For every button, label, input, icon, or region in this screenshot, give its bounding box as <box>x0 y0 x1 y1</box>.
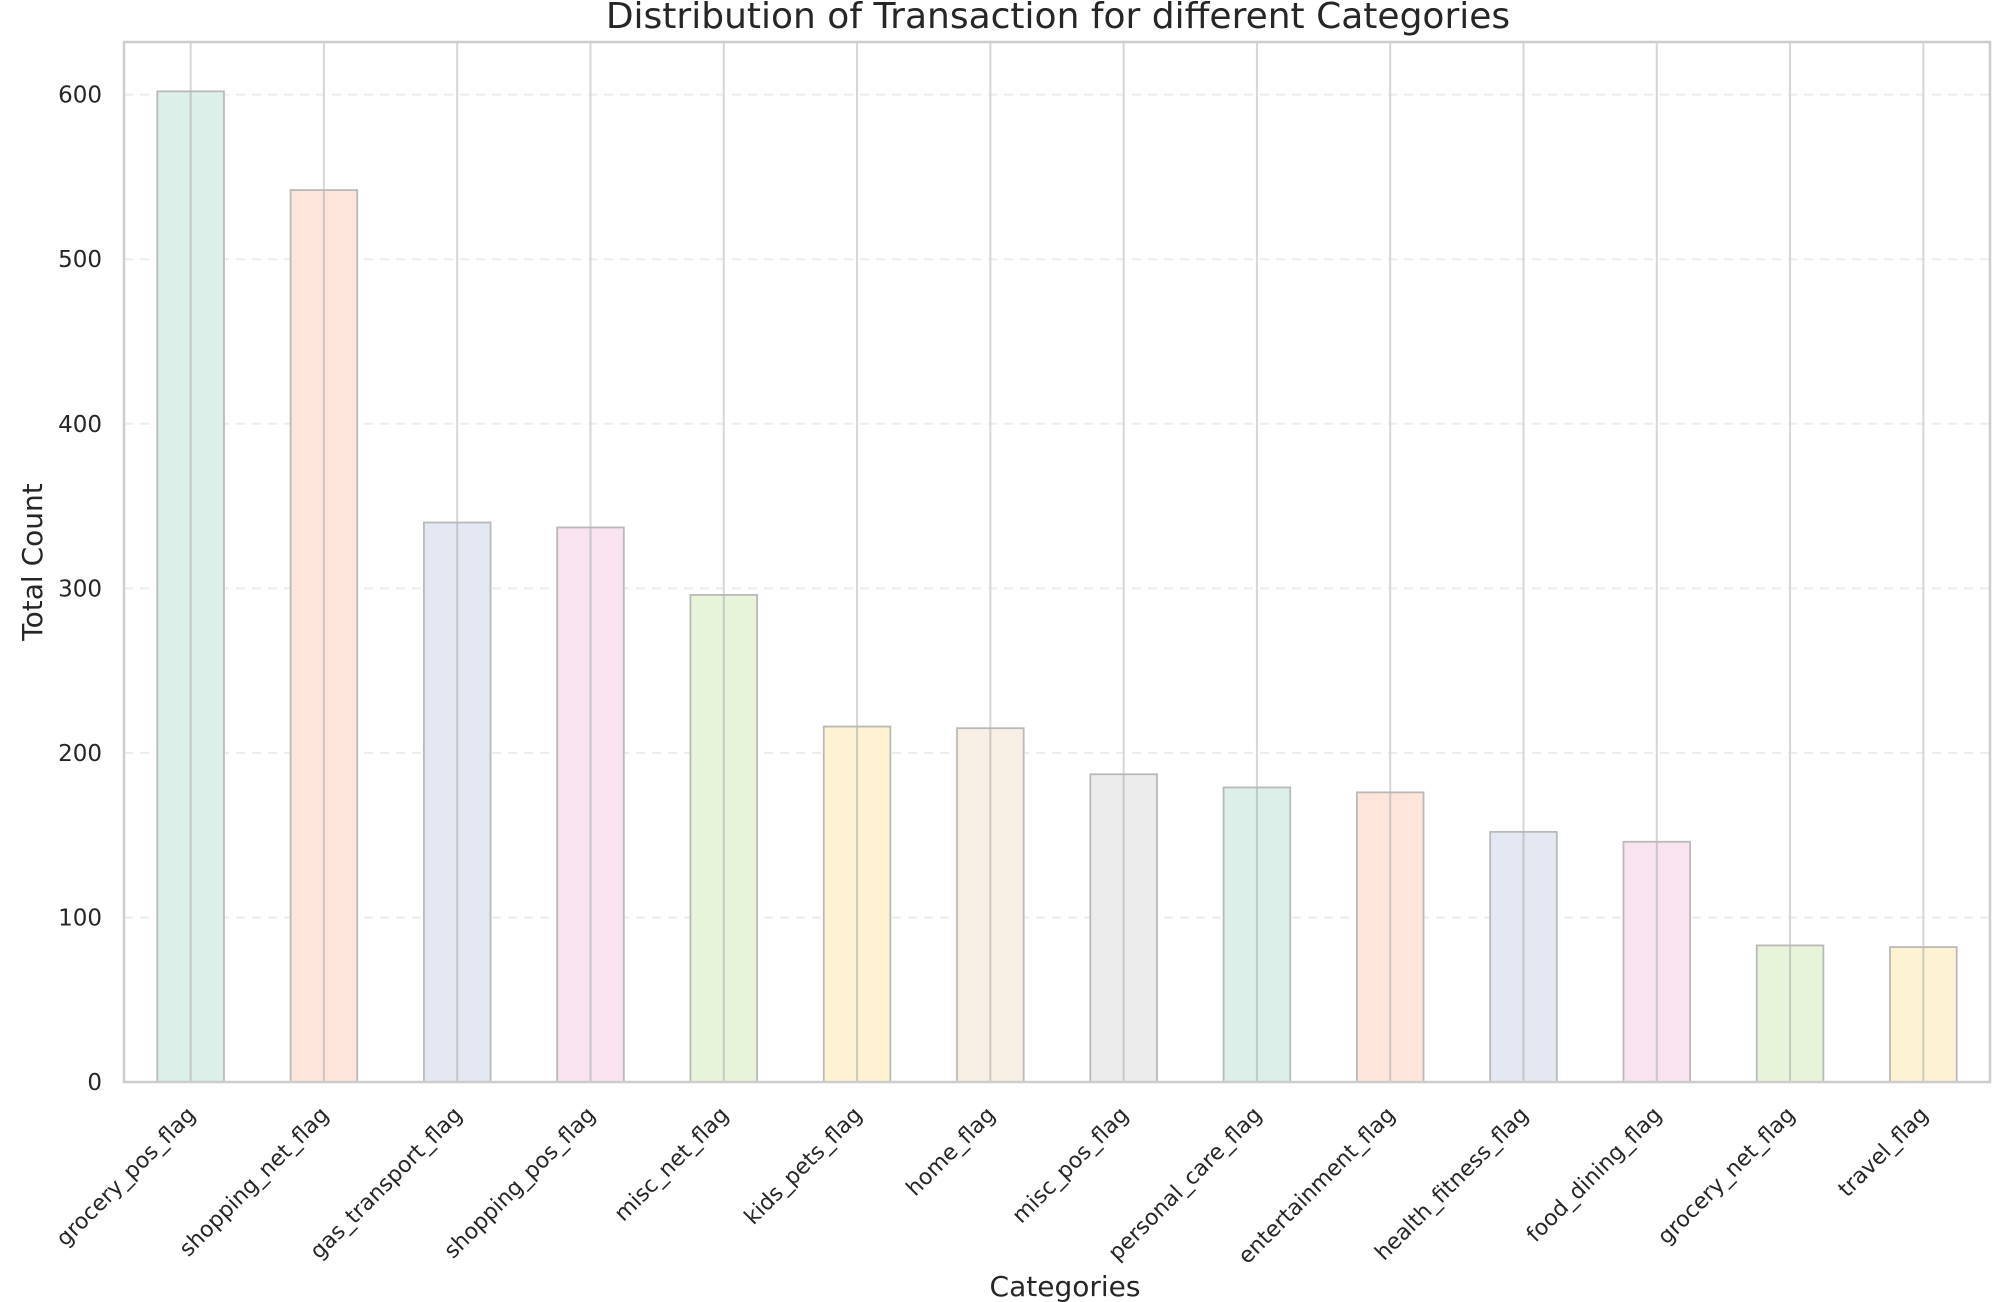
x-tick-label: health_fitness_flag <box>1371 1103 1534 1266</box>
bars <box>156 90 1958 1083</box>
x-tick-label: food_dining_flag <box>1522 1103 1667 1248</box>
x-tick-label: home_flag <box>902 1103 1001 1202</box>
gridlines <box>124 93 1990 919</box>
x-tick-label: grocery_net_flag <box>1653 1103 1800 1250</box>
y-tick-label: 400 <box>58 412 102 438</box>
plot-frame <box>122 40 1992 1084</box>
x-tick-label: gas_transport_flag <box>306 1103 468 1265</box>
y-tick-label: 600 <box>58 83 102 109</box>
x-axis-ticks: grocery_pos_flagshopping_net_flaggas_tra… <box>52 1103 1934 1270</box>
x-tick-label: shopping_pos_flag <box>440 1103 601 1264</box>
x-tick-label: travel_flag <box>1834 1103 1934 1203</box>
x-tick-label: misc_net_flag <box>610 1103 734 1227</box>
x-tick-label: kids_pets_flag <box>740 1103 867 1230</box>
x-tick-label: grocery_pos_flag <box>52 1103 201 1252</box>
y-axis-ticks: 0 100 200 300 400 500 600 <box>58 83 102 1096</box>
y-tick-label: 200 <box>58 741 102 767</box>
y-tick-label: 0 <box>87 1070 102 1096</box>
bar-center-lines <box>189 91 1925 1082</box>
y-tick-label: 300 <box>58 576 102 602</box>
y-tick-label: 500 <box>58 247 102 273</box>
y-axis-label: Total Count <box>16 483 49 641</box>
x-tick-label: misc_pos_flag <box>1008 1103 1134 1229</box>
x-tick-label: shopping_net_flag <box>175 1103 334 1262</box>
y-tick-label: 100 <box>58 905 102 931</box>
chart-title: Distribution of Transaction for differen… <box>606 0 1510 37</box>
x-axis-label: Categories <box>990 1270 1141 1302</box>
